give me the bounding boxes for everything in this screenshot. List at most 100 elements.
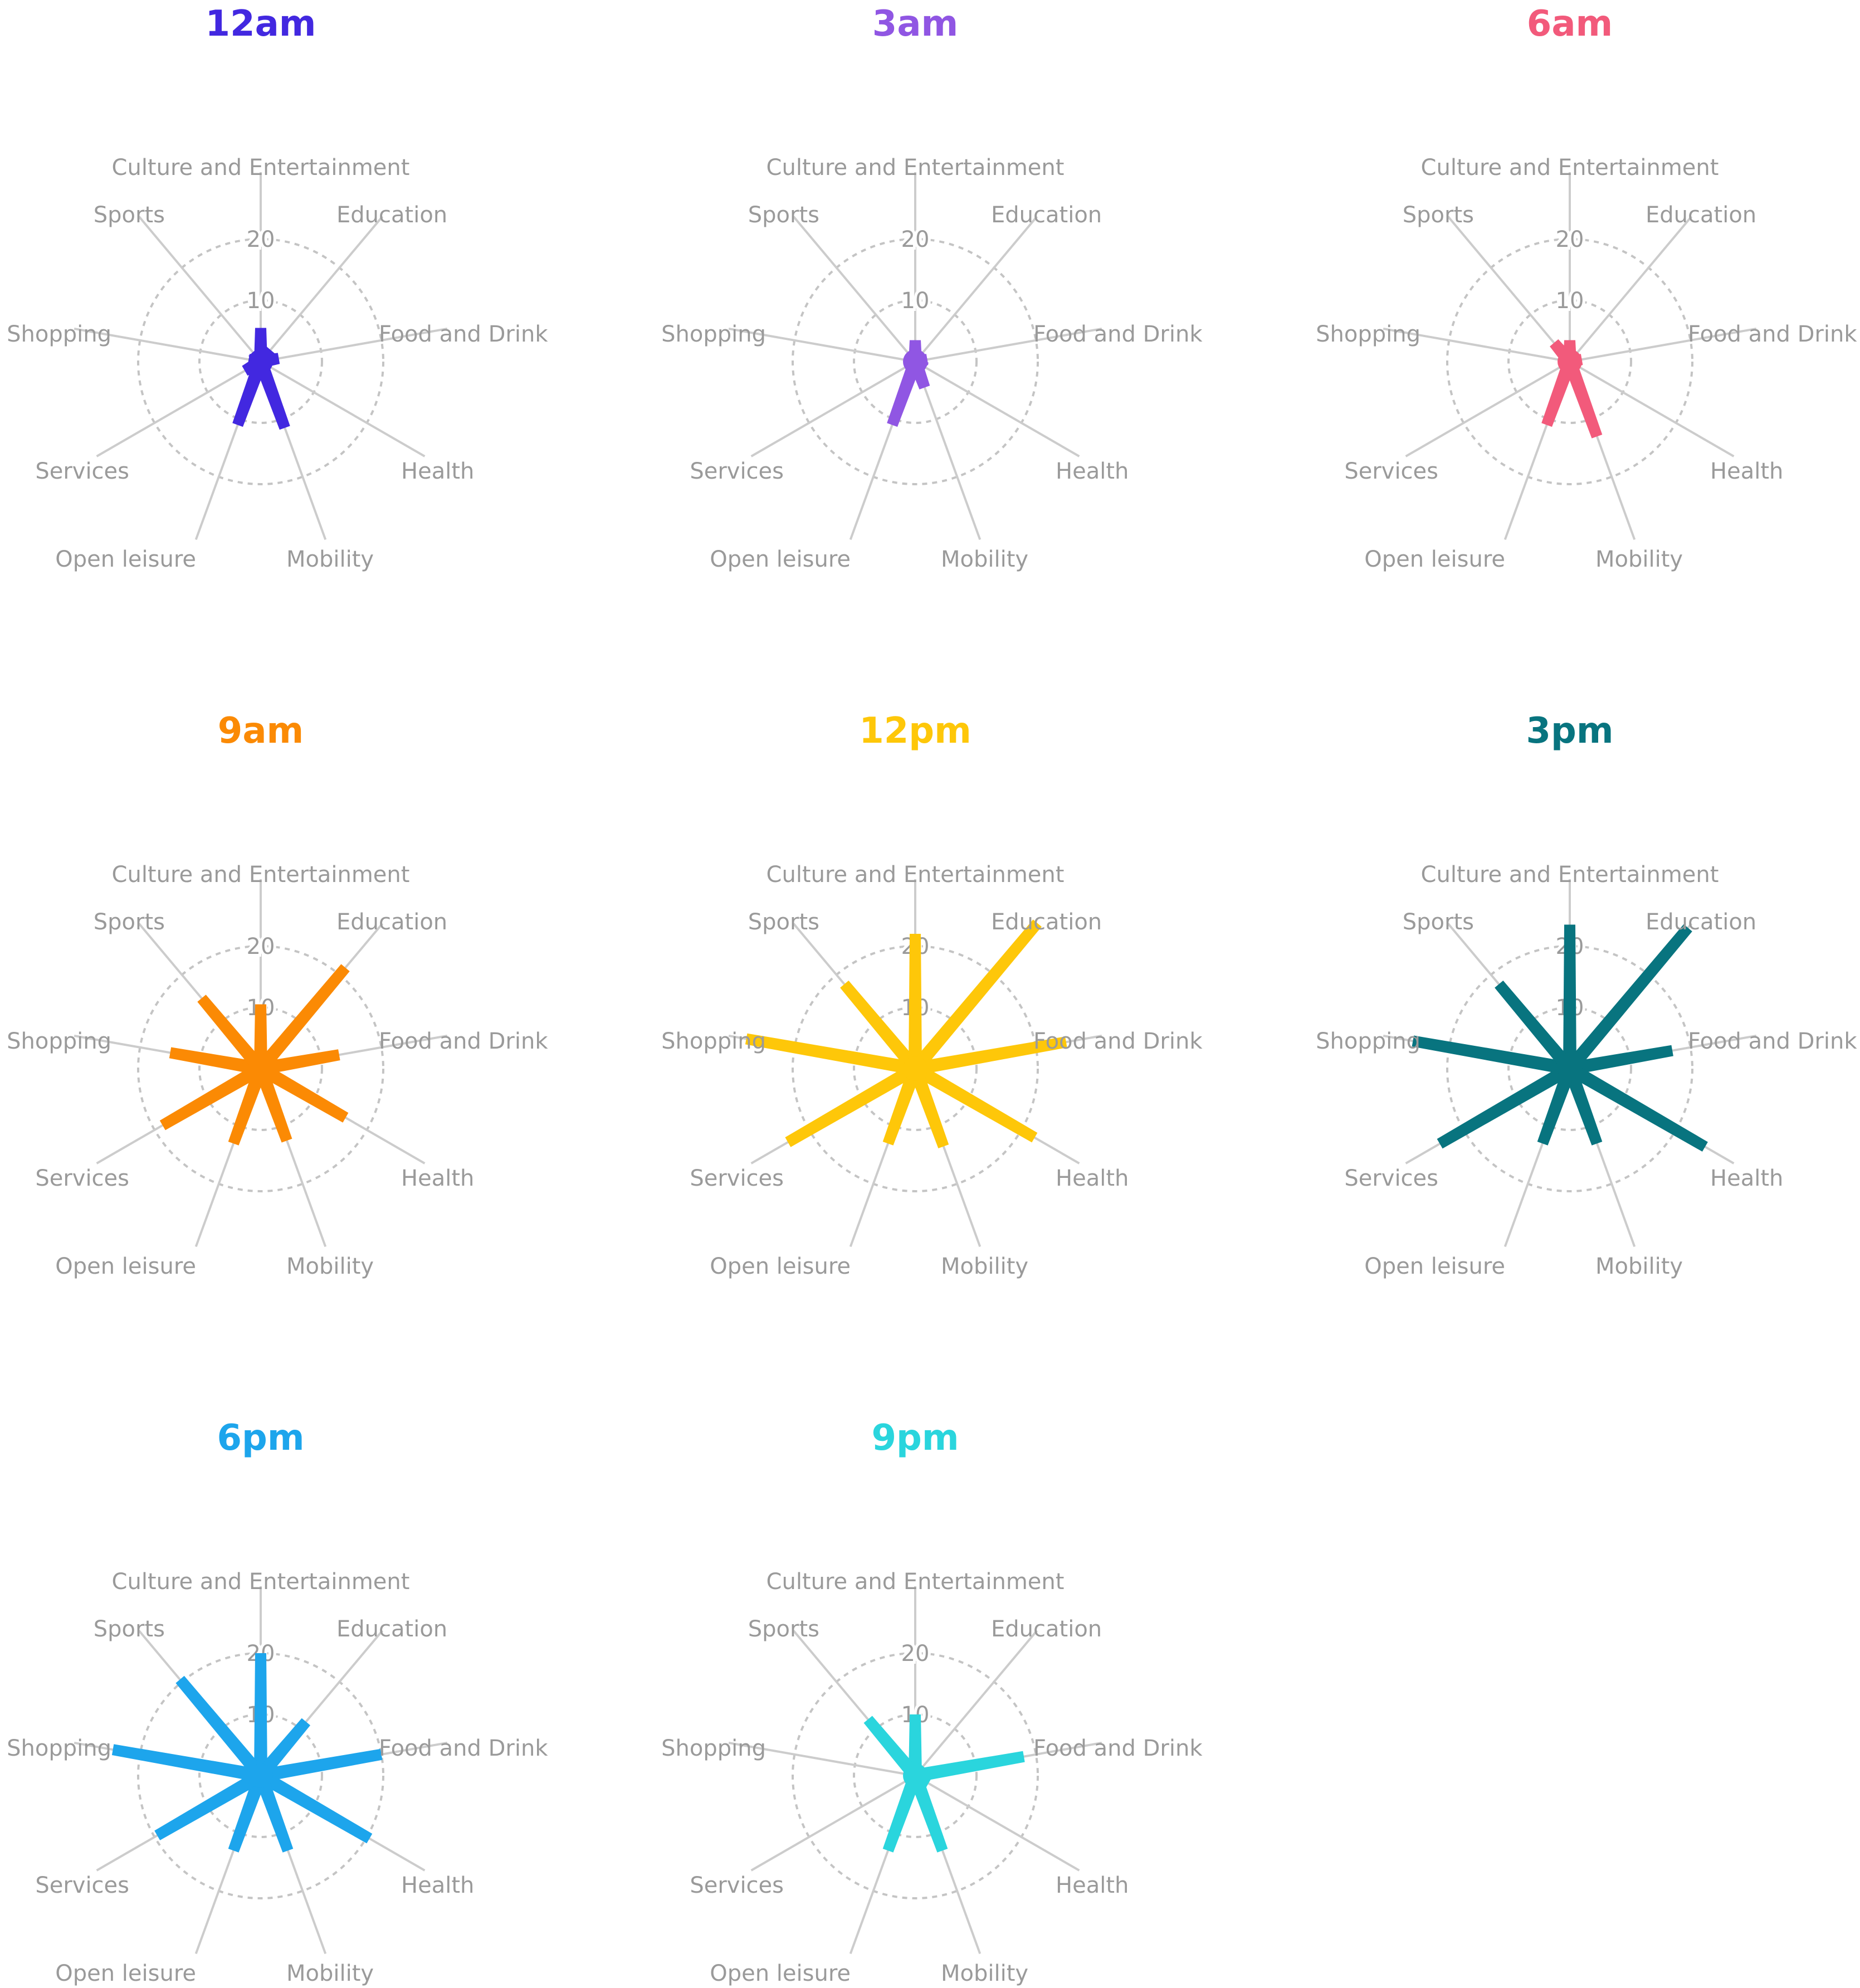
tick-label: 10 [901, 288, 930, 314]
spike-health [912, 1063, 1038, 1143]
axis-label: Health [401, 1166, 474, 1191]
axis-label: Shopping [661, 1029, 766, 1054]
grid-circle-10 [198, 299, 323, 424]
spike-culture-and-entertainment [254, 1653, 267, 1776]
grid-circle-20 [1446, 945, 1693, 1192]
spike-open-leisure [1541, 359, 1576, 427]
axis-label: Sports [94, 909, 165, 935]
axis-label: Services [690, 1166, 784, 1191]
spike-services [785, 1063, 919, 1147]
spoke-line [260, 360, 426, 457]
spoke-line [750, 1775, 916, 1872]
grid-circle-20 [792, 945, 1039, 1192]
axis-label: Mobility [286, 1961, 374, 1986]
axis-label: Culture and Entertainment [767, 1569, 1065, 1595]
axis-label: Services [1344, 1166, 1438, 1191]
axis-label: Mobility [941, 1961, 1028, 1986]
axis-label: Sports [94, 1616, 165, 1642]
axis-label: Food and Drink [1688, 321, 1857, 347]
axis-label: Mobility [286, 547, 374, 572]
center-hub [248, 349, 273, 374]
spike-sports [1495, 980, 1575, 1073]
axis-label: Education [1646, 909, 1756, 935]
grid-circle-20 [137, 238, 384, 485]
axis-label: Mobility [941, 1254, 1028, 1279]
axis-label: Food and Drink [379, 321, 548, 347]
axis-label: Culture and Entertainment [112, 155, 410, 181]
axis-label: Shopping [7, 321, 111, 347]
spike-mobility [1563, 359, 1603, 438]
tick-label: 20 [247, 934, 275, 959]
axis-label: Open leisure [1364, 547, 1505, 572]
grid-circle-20 [792, 1652, 1039, 1899]
axis-label: Shopping [661, 321, 766, 347]
spike-shopping [169, 1047, 262, 1075]
axis-label: Open leisure [55, 1961, 196, 1986]
axis-label: Sports [1403, 909, 1474, 935]
axis-label: Food and Drink [1033, 1736, 1203, 1761]
axis-label: Health [401, 1873, 474, 1898]
spike-mobility [1563, 1066, 1603, 1146]
axis-label: Open leisure [1364, 1254, 1505, 1279]
spike-open-leisure [882, 1066, 922, 1146]
grid-circle-10 [1507, 299, 1632, 424]
grid-circle-10 [853, 1006, 978, 1131]
spoke-line [728, 1741, 916, 1777]
spike-open-leisure [1537, 1066, 1576, 1146]
spike-culture-and-entertainment [1563, 924, 1576, 1069]
spike-services [1437, 1063, 1573, 1149]
axis-label: Shopping [1316, 321, 1420, 347]
spike-shopping [1412, 1035, 1571, 1075]
axis-label: Culture and Entertainment [112, 862, 410, 888]
grid-circle-10 [198, 1006, 323, 1131]
axis-label: Education [991, 202, 1102, 228]
axis-label: Health [1710, 1166, 1783, 1191]
axis-label: Education [336, 1616, 447, 1642]
axis-label: Services [690, 1873, 784, 1898]
panel-title: 9am [218, 710, 304, 752]
panel-title: 6pm [217, 1417, 304, 1459]
radar-panel-6am: 10 20 Culture and Entertainment Education Fo… [1316, 3, 1857, 572]
spoke-line [914, 1775, 1080, 1872]
spike-education [910, 919, 1042, 1073]
spike-food-and-drink [914, 1036, 1067, 1075]
spike-food-and-drink [259, 1049, 340, 1075]
spoke-line [1447, 216, 1571, 363]
axis-label: Services [35, 459, 129, 484]
tick-label: 10 [247, 288, 275, 314]
spoke-line [74, 327, 261, 363]
axis-label: Open leisure [55, 1254, 196, 1279]
axis-label: Food and Drink [1688, 1029, 1857, 1054]
axis-label: Sports [94, 202, 165, 228]
axis-label: Services [35, 1873, 129, 1898]
tick-label: 20 [901, 227, 930, 252]
radar-panel-3am: 10 20 Culture and Entertainment Education Fo… [661, 3, 1203, 572]
center-hub [1558, 1056, 1582, 1081]
axis-label: Culture and Entertainment [112, 1569, 410, 1595]
panel-title: 6am [1527, 3, 1613, 45]
spoke-line [1569, 327, 1757, 363]
spike-shopping [111, 1744, 262, 1782]
spike-culture-and-entertainment [909, 934, 922, 1069]
grid-circle-20 [792, 238, 1039, 485]
axis-label: Open leisure [55, 547, 196, 572]
grid-circle-10 [1507, 1006, 1632, 1131]
tick-label: 10 [1556, 288, 1584, 314]
spoke-line [915, 327, 1102, 363]
grid-circle-10 [853, 1713, 978, 1838]
spike-mobility [254, 1066, 292, 1143]
spike-food-and-drink [914, 1751, 1025, 1782]
axis-label: Health [1056, 459, 1129, 484]
spoke-line [1569, 216, 1693, 363]
spike-shopping [745, 1033, 917, 1075]
axis-label: Open leisure [710, 547, 851, 572]
spoke-line [792, 216, 916, 363]
axis-label: Services [35, 1166, 129, 1191]
grid-circle-20 [137, 945, 384, 1192]
axis-label: Education [991, 1616, 1102, 1642]
tick-label: 20 [1556, 227, 1584, 252]
